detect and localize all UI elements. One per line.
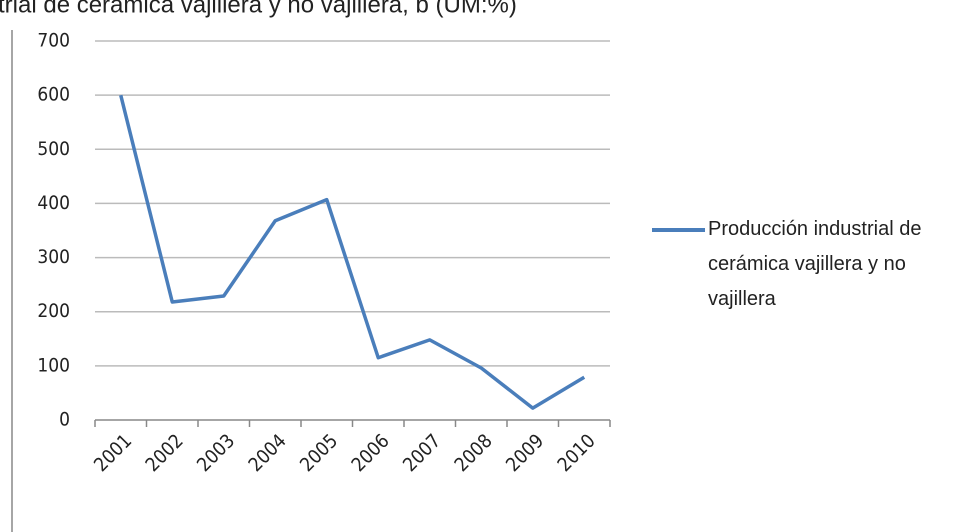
- data-line: [119, 94, 586, 410]
- y-tick-label: 700: [37, 30, 70, 52]
- x-tick-label: 2005: [296, 430, 342, 476]
- x-tick-label: 2009: [502, 430, 548, 476]
- chart-title: trial de cerámica vajillera y no vajille…: [0, 0, 517, 18]
- x-tick-label: 2003: [193, 430, 239, 476]
- legend-label: Producción industrial de cerámica vajill…: [708, 218, 922, 310]
- y-tick-label: 400: [37, 192, 70, 214]
- x-tick-label: 2002: [141, 430, 187, 476]
- y-tick-label: 100: [37, 354, 70, 376]
- x-tick-label: 2006: [347, 430, 393, 476]
- x-tick-label: 2004: [244, 430, 290, 476]
- x-tick-label: 2008: [450, 430, 496, 476]
- y-tick-label: 600: [37, 84, 70, 106]
- x-tick-label: 2001: [90, 430, 136, 476]
- y-tick-label: 500: [37, 138, 70, 160]
- y-tick-label: 0: [59, 409, 70, 431]
- y-tick-label: 300: [37, 246, 70, 268]
- x-tick-label: 2010: [553, 430, 599, 476]
- y-tick-label: 200: [37, 300, 70, 322]
- x-tick-label: 2007: [399, 430, 445, 476]
